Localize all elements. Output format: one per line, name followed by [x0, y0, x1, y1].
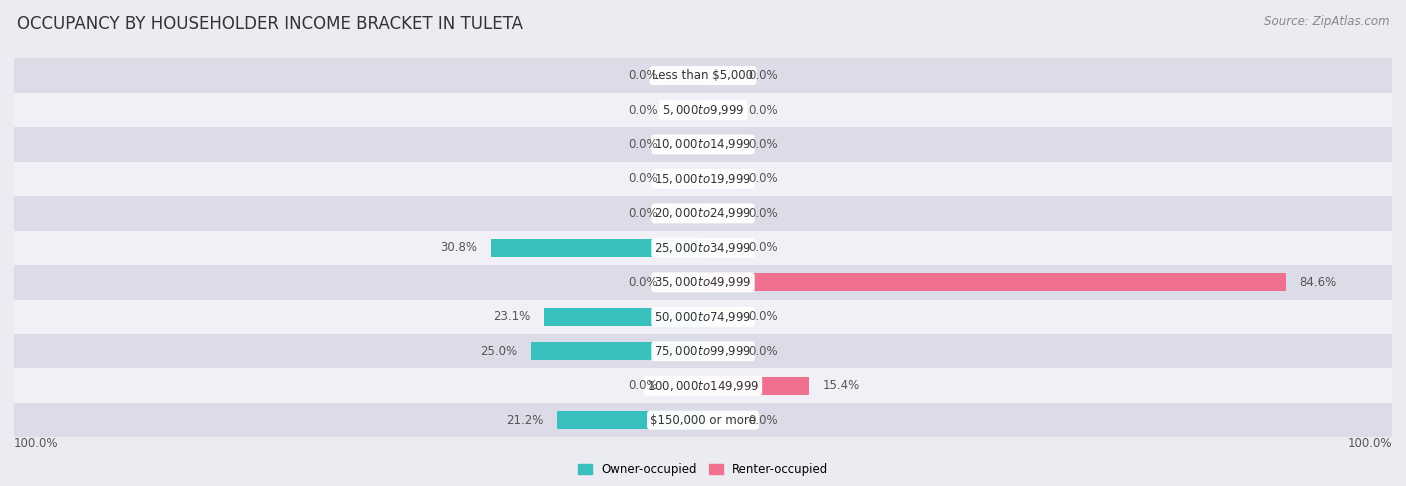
Bar [531, 342, 703, 360]
Text: 15.4%: 15.4% [823, 379, 860, 392]
Text: Source: ZipAtlas.com: Source: ZipAtlas.com [1264, 15, 1389, 28]
Bar [669, 136, 703, 154]
Text: $100,000 to $149,999: $100,000 to $149,999 [647, 379, 759, 393]
Text: $20,000 to $24,999: $20,000 to $24,999 [654, 207, 752, 220]
Text: 0.0%: 0.0% [748, 345, 778, 358]
Text: $25,000 to $34,999: $25,000 to $34,999 [654, 241, 752, 255]
Text: 0.0%: 0.0% [628, 69, 658, 82]
Bar [675, 67, 703, 85]
Bar [14, 299, 1392, 334]
Text: Less than $5,000: Less than $5,000 [652, 69, 754, 82]
Legend: Owner-occupied, Renter-occupied: Owner-occupied, Renter-occupied [572, 458, 834, 481]
Bar [675, 205, 703, 223]
Text: 0.0%: 0.0% [748, 310, 778, 323]
Bar [557, 411, 703, 429]
Text: 25.0%: 25.0% [479, 345, 517, 358]
Bar [491, 239, 703, 257]
Bar [669, 205, 703, 223]
Text: 84.6%: 84.6% [1299, 276, 1337, 289]
Text: $150,000 or more: $150,000 or more [650, 414, 756, 427]
Text: 0.0%: 0.0% [628, 379, 658, 392]
Bar [703, 170, 738, 188]
Bar [675, 273, 703, 291]
Bar [14, 196, 1392, 231]
Bar [14, 334, 1392, 368]
Text: $50,000 to $74,999: $50,000 to $74,999 [654, 310, 752, 324]
Bar [703, 308, 738, 326]
Text: 0.0%: 0.0% [748, 242, 778, 254]
Bar [703, 205, 738, 223]
Bar [703, 273, 1286, 291]
Text: 0.0%: 0.0% [628, 138, 658, 151]
Text: $5,000 to $9,999: $5,000 to $9,999 [662, 103, 744, 117]
Text: 0.0%: 0.0% [748, 173, 778, 186]
Bar [675, 101, 703, 119]
Bar [14, 93, 1392, 127]
Bar [669, 101, 703, 119]
Text: $15,000 to $19,999: $15,000 to $19,999 [654, 172, 752, 186]
Text: 0.0%: 0.0% [748, 207, 778, 220]
Bar [14, 127, 1392, 162]
Bar [703, 377, 808, 395]
Bar [675, 136, 703, 154]
Bar [703, 342, 738, 360]
Text: 0.0%: 0.0% [628, 173, 658, 186]
Text: 21.2%: 21.2% [506, 414, 543, 427]
Text: 0.0%: 0.0% [628, 276, 658, 289]
Text: 100.0%: 100.0% [1347, 437, 1392, 451]
Bar [669, 377, 703, 395]
Bar [703, 239, 738, 257]
Bar [14, 58, 1392, 93]
Bar [669, 273, 703, 291]
Bar [703, 136, 738, 154]
Bar [491, 239, 703, 257]
Bar [544, 308, 703, 326]
Text: 30.8%: 30.8% [440, 242, 477, 254]
Bar [703, 67, 738, 85]
Bar [675, 377, 703, 395]
Bar [14, 162, 1392, 196]
Bar [531, 342, 703, 360]
Text: OCCUPANCY BY HOUSEHOLDER INCOME BRACKET IN TULETA: OCCUPANCY BY HOUSEHOLDER INCOME BRACKET … [17, 15, 523, 33]
Text: 0.0%: 0.0% [748, 69, 778, 82]
Bar [14, 403, 1392, 437]
Bar [669, 170, 703, 188]
Text: 23.1%: 23.1% [494, 310, 530, 323]
Bar [675, 170, 703, 188]
Bar [544, 308, 703, 326]
Text: 0.0%: 0.0% [628, 207, 658, 220]
Text: 0.0%: 0.0% [628, 104, 658, 117]
Bar [14, 231, 1392, 265]
Bar [14, 265, 1392, 299]
Bar [703, 411, 738, 429]
Text: 0.0%: 0.0% [748, 104, 778, 117]
Bar [703, 101, 738, 119]
Bar [557, 411, 703, 429]
Text: 0.0%: 0.0% [748, 414, 778, 427]
Text: $35,000 to $49,999: $35,000 to $49,999 [654, 276, 752, 289]
Bar [14, 368, 1392, 403]
Bar [669, 67, 703, 85]
Text: $75,000 to $99,999: $75,000 to $99,999 [654, 344, 752, 358]
Text: 100.0%: 100.0% [14, 437, 59, 451]
Text: $10,000 to $14,999: $10,000 to $14,999 [654, 138, 752, 152]
Text: 0.0%: 0.0% [748, 138, 778, 151]
